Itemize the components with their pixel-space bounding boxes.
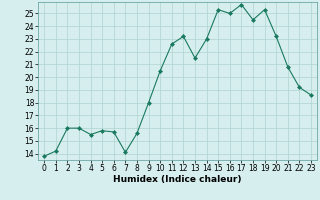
- X-axis label: Humidex (Indice chaleur): Humidex (Indice chaleur): [113, 175, 242, 184]
